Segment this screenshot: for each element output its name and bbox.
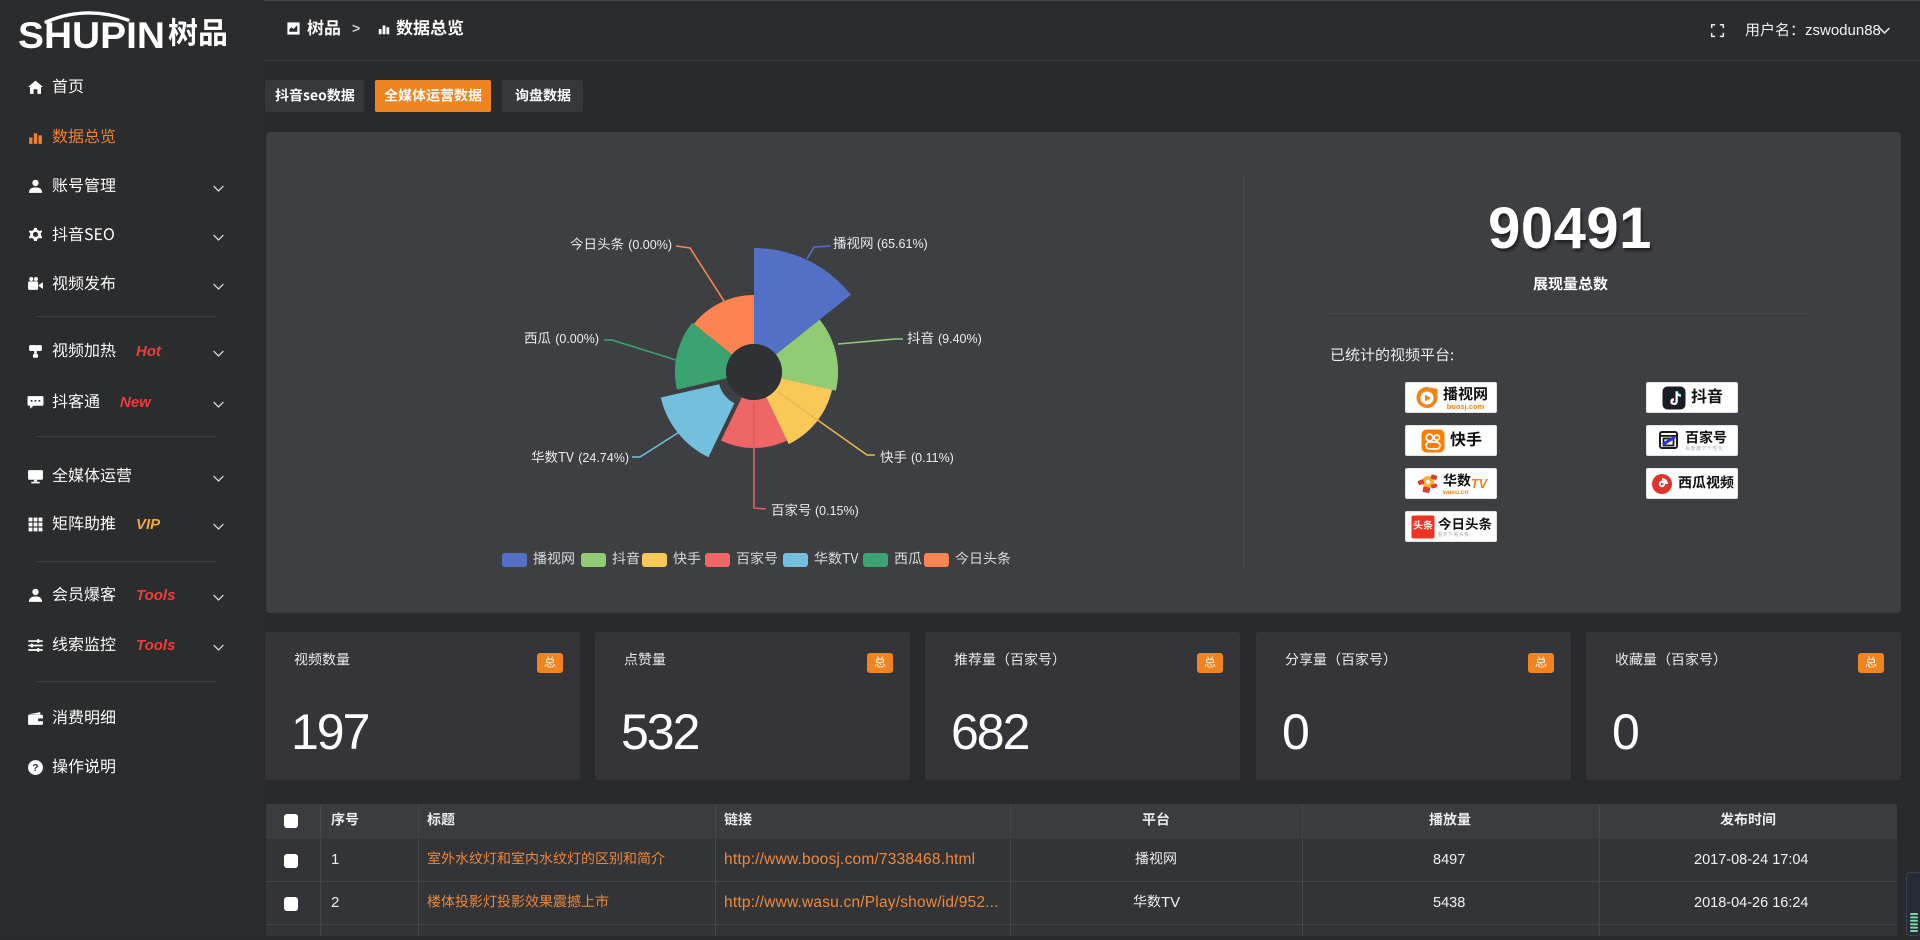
svg-text:SHUPIN: SHUPIN — [18, 15, 165, 56]
svg-text:?: ? — [32, 763, 38, 774]
